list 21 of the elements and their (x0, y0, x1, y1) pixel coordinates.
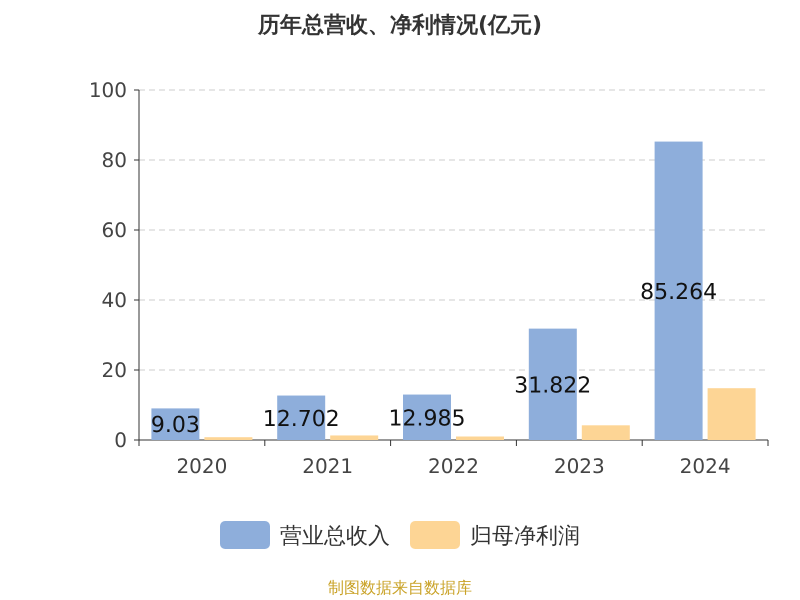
bar (708, 388, 756, 440)
x-tick-label: 2020 (176, 454, 228, 478)
y-tick-label: 40 (102, 288, 127, 312)
y-tick-label: 80 (102, 148, 127, 172)
y-tick-label: 100 (88, 78, 127, 102)
x-tick-label: 2024 (680, 454, 731, 478)
data-label: 9.03 (150, 413, 200, 438)
legend-label: 营业总收入 (280, 524, 390, 549)
y-tick-label: 0 (114, 428, 127, 452)
x-tick-label: 2023 (554, 454, 605, 478)
bar (456, 436, 504, 440)
y-tick-label: 20 (102, 358, 127, 382)
x-tick-label: 2022 (428, 454, 479, 478)
x-tick-label: 2021 (302, 454, 354, 478)
text: 制图数据来自数据库 (328, 578, 472, 597)
legend-label: 归母净利润 (470, 524, 580, 549)
bar (582, 425, 630, 440)
y-tick-label: 60 (102, 218, 127, 242)
bar (330, 435, 378, 440)
bar (204, 437, 252, 440)
chart-title: 历年总营收、净利情况(亿元) (256, 13, 542, 38)
